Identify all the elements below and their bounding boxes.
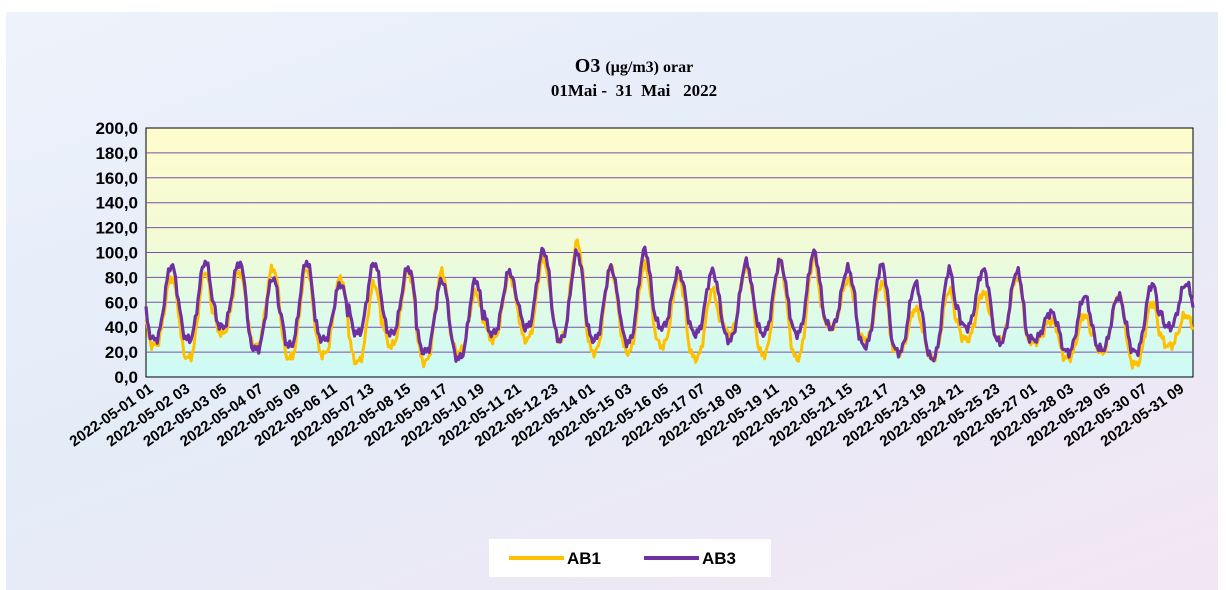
legend-label-ab1: AB1 <box>567 549 601 568</box>
chart-frame: O3 (µg/m3) orar 01Mai - 31 Mai 2022 0,0 20… <box>6 12 1218 590</box>
y-tick-label: 40,0 <box>105 318 138 337</box>
y-tick-label: 180,0 <box>95 144 138 163</box>
chart-subtitle: 01Mai - 31 Mai 2022 <box>551 81 717 100</box>
y-tick-label: 60,0 <box>105 293 138 312</box>
chart-title-main: O3 <box>575 55 601 77</box>
y-tick-label: 80,0 <box>105 268 138 287</box>
y-tick-label: 20,0 <box>105 343 138 362</box>
y-tick-label: 120,0 <box>95 219 138 238</box>
legend: AB1 AB3 <box>509 549 736 568</box>
y-tick-label: 0,0 <box>114 368 138 387</box>
y-tick-label: 140,0 <box>95 194 138 213</box>
y-axis: 0,0 20,0 40,0 60,0 80,0 100,0 120,0 140,0 160,0 1… <box>95 119 138 387</box>
chart-title: O3 (µg/m3) orar <box>575 55 693 77</box>
y-tick-label: 200,0 <box>95 119 138 138</box>
legend-label-ab3: AB3 <box>702 549 736 568</box>
chart-title-unit: (µg/m3) orar <box>605 59 693 76</box>
y-tick-label: 160,0 <box>95 169 138 188</box>
series-line-ab3 <box>144 245 1195 363</box>
series-layer <box>144 238 1195 370</box>
y-tick-label: 100,0 <box>95 244 138 263</box>
chart-svg: O3 (µg/m3) orar 01Mai - 31 Mai 2022 0,020… <box>67 55 1195 577</box>
